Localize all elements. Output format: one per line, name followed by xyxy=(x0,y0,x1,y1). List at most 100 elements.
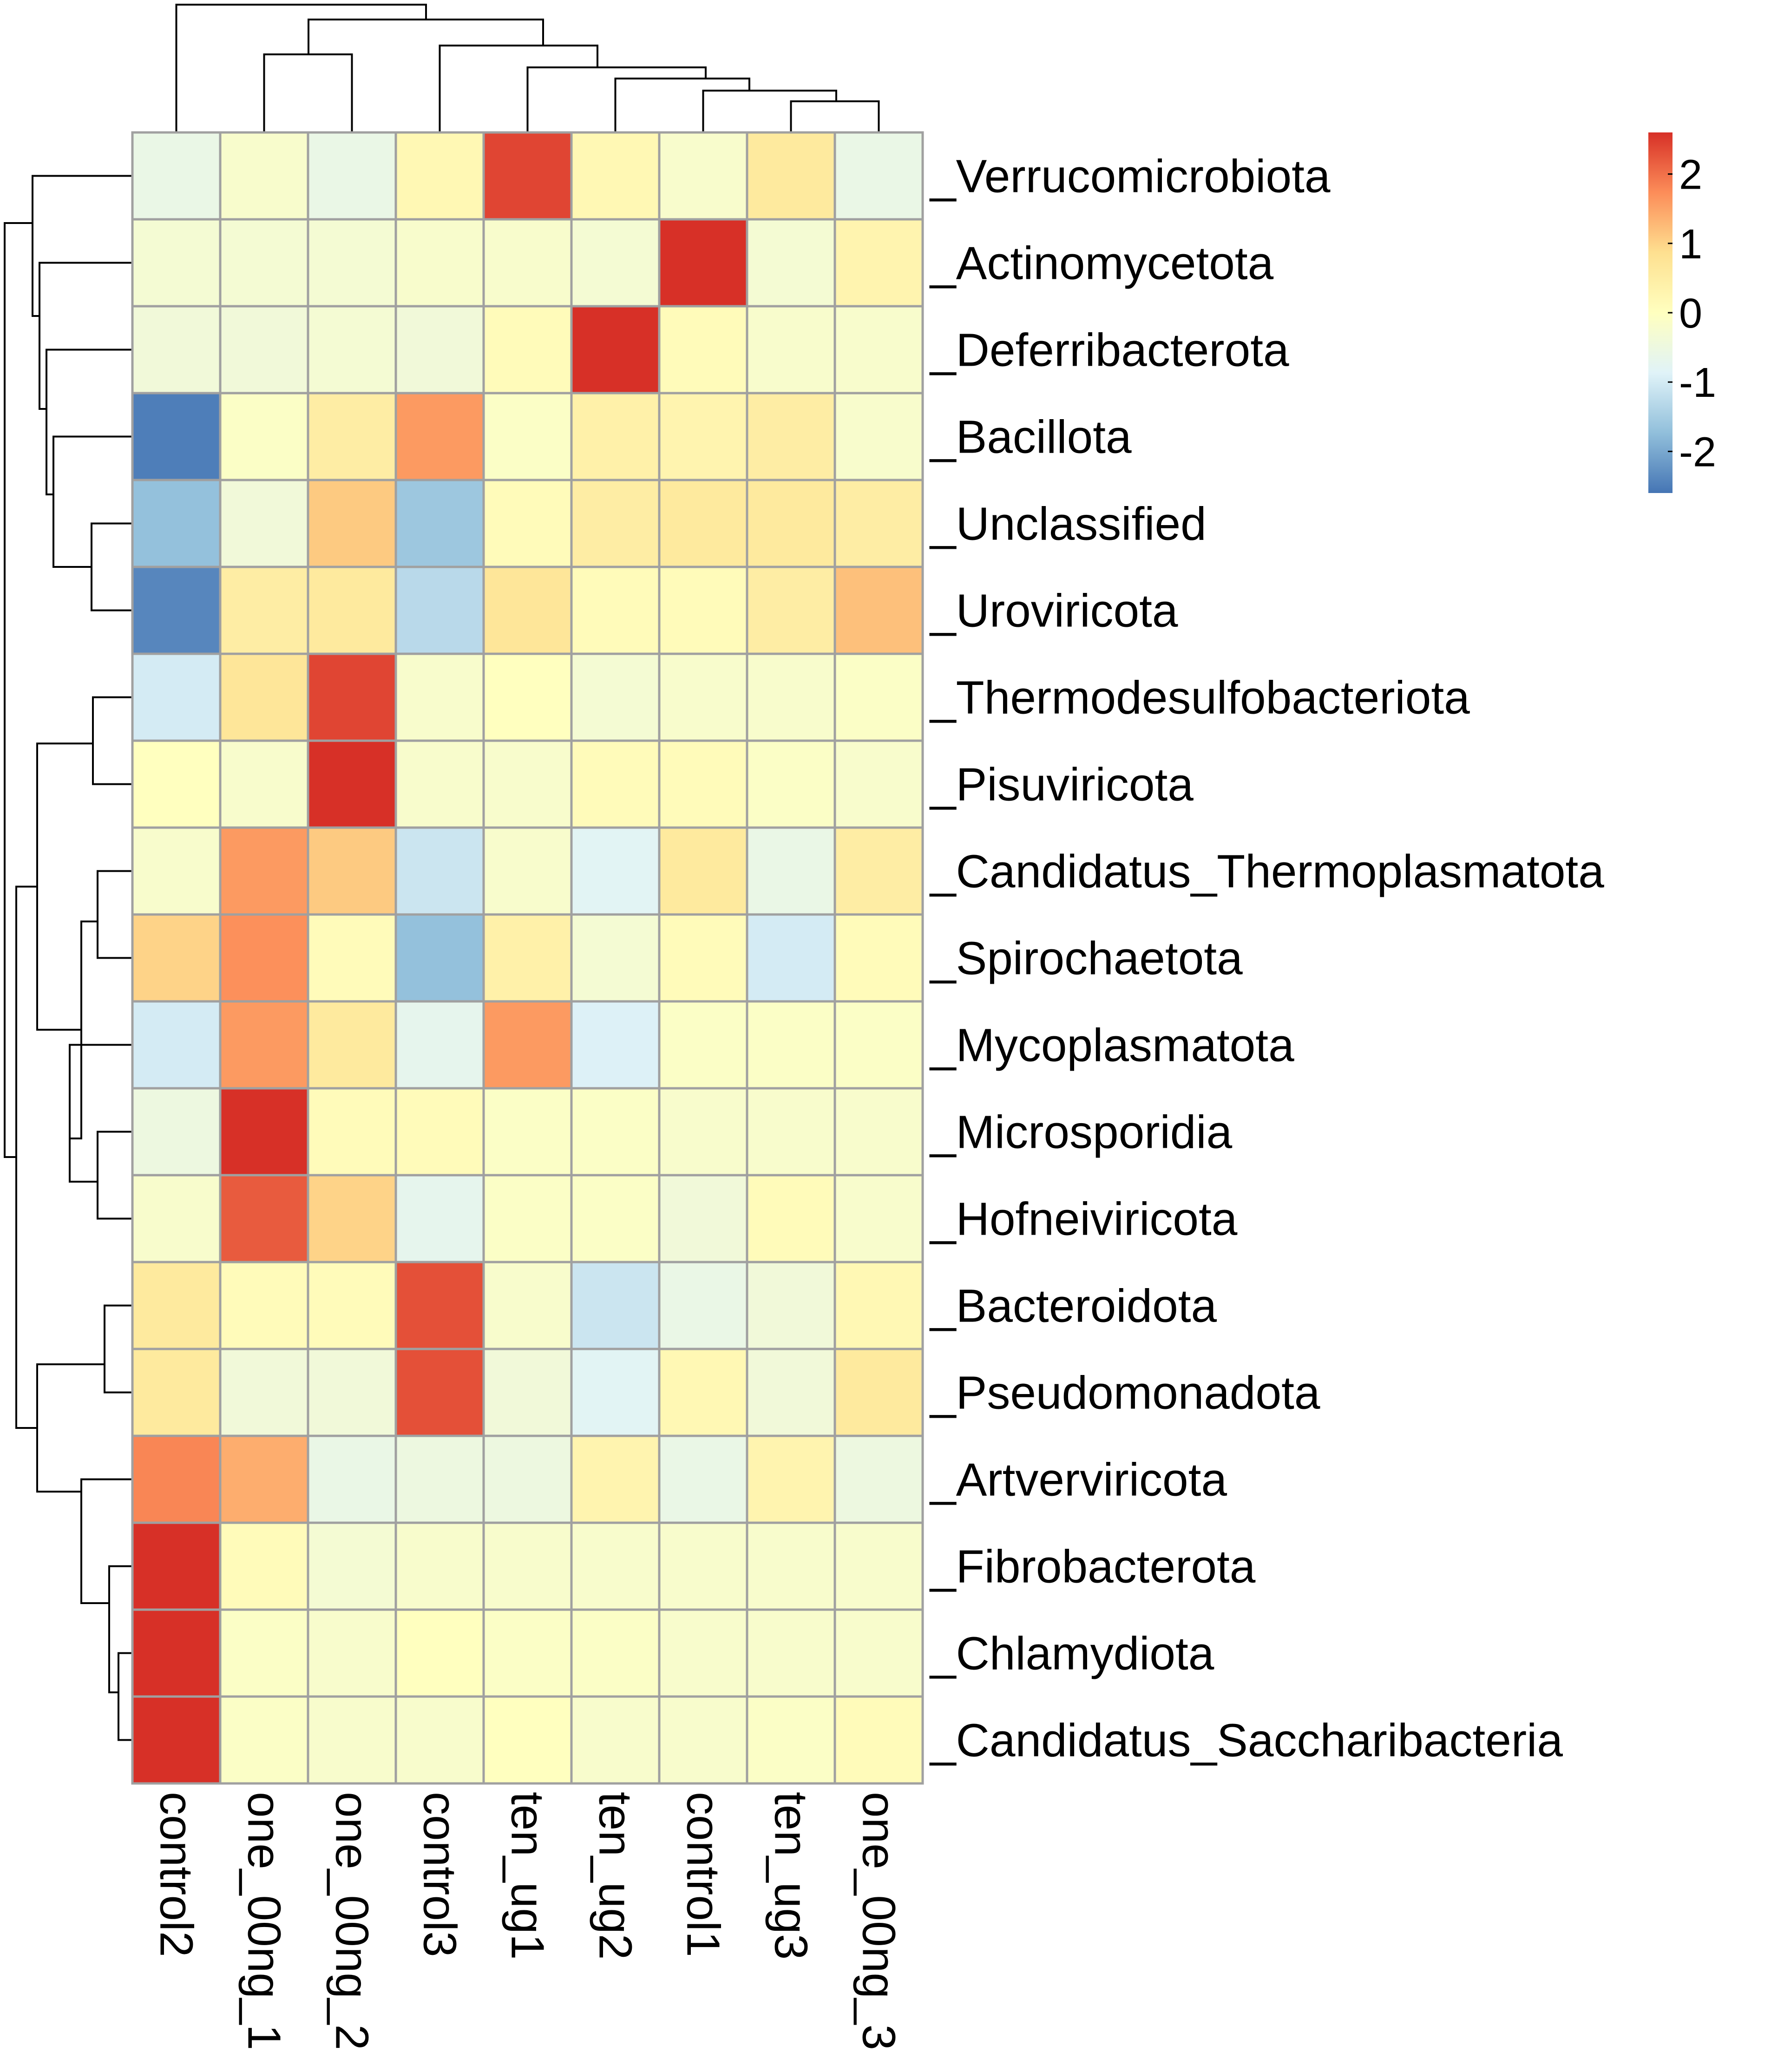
heatmap-cell xyxy=(570,218,661,308)
heatmap-cell xyxy=(131,1000,222,1090)
heatmap-cell xyxy=(482,218,573,308)
row-label: _Artverviricota xyxy=(929,1454,1227,1506)
row-label: _Unclassified xyxy=(929,498,1207,550)
heatmap-cell xyxy=(833,392,924,481)
row-label: _Fibrobacterota xyxy=(929,1541,1256,1593)
heatmap-cell xyxy=(570,131,661,221)
column-label: one_00ng_2 xyxy=(326,1792,378,2050)
heatmap-cell xyxy=(746,566,836,655)
heatmap-cell xyxy=(219,1434,309,1524)
heatmap-cell xyxy=(570,1521,661,1611)
row-label: _Microsporidia xyxy=(929,1106,1233,1158)
row-dendrogram-link xyxy=(46,349,132,495)
column-dendrogram-link xyxy=(702,90,837,132)
heatmap-cell xyxy=(307,479,397,568)
heatmap-cell xyxy=(307,1087,397,1177)
heatmap-cell xyxy=(658,1608,748,1698)
heatmap-cells xyxy=(131,131,924,1785)
heatmap-cell xyxy=(307,218,397,308)
column-label: ten_ug1 xyxy=(502,1792,554,1960)
row-label: _Pisuviricota xyxy=(929,759,1194,811)
heatmap-cell xyxy=(219,1000,309,1090)
heatmap-cell xyxy=(219,1348,309,1437)
heatmap-cell xyxy=(219,1261,309,1350)
heatmap-cell xyxy=(131,479,222,568)
heatmap-cell xyxy=(307,1521,397,1611)
heatmap-cell xyxy=(482,479,573,568)
heatmap-cell xyxy=(746,1000,836,1090)
heatmap-cell xyxy=(746,913,836,1003)
column-label: one_00ng_1 xyxy=(238,1792,290,2050)
heatmap-cell xyxy=(131,305,222,395)
heatmap-cell xyxy=(131,652,222,742)
heatmap-cell xyxy=(482,1261,573,1350)
heatmap-cell xyxy=(482,826,573,916)
heatmap-cell xyxy=(394,479,485,568)
row-labels: _Verrucomicrobiota _Actinomycetota _Deferr… xyxy=(929,151,1604,1767)
heatmap-cell xyxy=(570,1261,661,1350)
row-dendrogram-link xyxy=(4,222,33,1158)
heatmap-cell xyxy=(833,1434,924,1524)
heatmap-cell xyxy=(482,1434,573,1524)
heatmap-cell xyxy=(746,1695,836,1785)
row-dendrogram-link xyxy=(118,1652,132,1741)
row-label: _Pseudomonadota xyxy=(929,1367,1320,1419)
heatmap-cell xyxy=(131,1521,222,1611)
row-dendrogram-link xyxy=(32,175,132,317)
row-label: _Mycoplasmatota xyxy=(929,1020,1294,1072)
heatmap-cell xyxy=(570,913,661,1003)
row-label: _Deferribacterota xyxy=(929,324,1289,376)
heatmap-cell xyxy=(833,739,924,829)
row-label: _Candidatus_Saccharibacteria xyxy=(929,1715,1563,1767)
heatmap-cell xyxy=(394,1695,485,1785)
heatmap-cell xyxy=(833,1695,924,1785)
heatmap-cell xyxy=(746,1087,836,1177)
row-dendrogram-link xyxy=(52,435,132,568)
heatmap-cell xyxy=(746,1434,836,1524)
heatmap-cell xyxy=(746,305,836,395)
heatmap-cell xyxy=(833,1174,924,1263)
heatmap-cell xyxy=(219,479,309,568)
heatmap-cell xyxy=(570,566,661,655)
row-dendrogram-link xyxy=(39,262,132,410)
heatmap-cell xyxy=(482,1608,573,1698)
heatmap-cell xyxy=(394,1000,485,1090)
heatmap-cell xyxy=(570,1348,661,1437)
heatmap-cell xyxy=(307,826,397,916)
heatmap-cell xyxy=(833,652,924,742)
heatmap-cell xyxy=(658,826,748,916)
row-dendrogram-link xyxy=(104,1304,132,1394)
heatmap-cell xyxy=(570,1434,661,1524)
heatmap-cell xyxy=(394,566,485,655)
heatmap-cell xyxy=(131,1261,222,1350)
heatmap-cell xyxy=(746,1261,836,1350)
column-dendrogram-link xyxy=(614,78,750,132)
row-dendrogram-link xyxy=(80,1478,132,1604)
row-dendrogram-link xyxy=(97,1131,132,1220)
column-label: control3 xyxy=(414,1792,466,1957)
row-label: _Chlamydiota xyxy=(929,1628,1214,1680)
column-label: control2 xyxy=(151,1792,203,1957)
heatmap-cell xyxy=(658,1087,748,1177)
heatmap-cell xyxy=(307,566,397,655)
heatmap-cell xyxy=(394,131,485,221)
heatmap-cell xyxy=(833,1000,924,1090)
row-dendrogram-link xyxy=(108,1565,132,1693)
heatmap-cell xyxy=(394,1087,485,1177)
row-label: _Spirochaetota xyxy=(929,933,1243,985)
heatmap-cell xyxy=(219,1174,309,1263)
heatmap-cell xyxy=(131,1174,222,1263)
heatmap-cell xyxy=(482,1174,573,1263)
heatmap-cell xyxy=(570,826,661,916)
heatmap-cell xyxy=(131,1608,222,1698)
column-dendrogram-link xyxy=(439,45,598,132)
heatmap-cell xyxy=(482,1695,573,1785)
heatmap-cell xyxy=(219,913,309,1003)
heatmap-cell xyxy=(746,1521,836,1611)
color-legend: 2 1 0 -1 -2 xyxy=(1648,132,1716,493)
heatmap-cell xyxy=(658,1174,748,1263)
heatmap-cell xyxy=(570,652,661,742)
legend-tick-label: 1 xyxy=(1679,221,1702,268)
heatmap-cell xyxy=(658,1348,748,1437)
